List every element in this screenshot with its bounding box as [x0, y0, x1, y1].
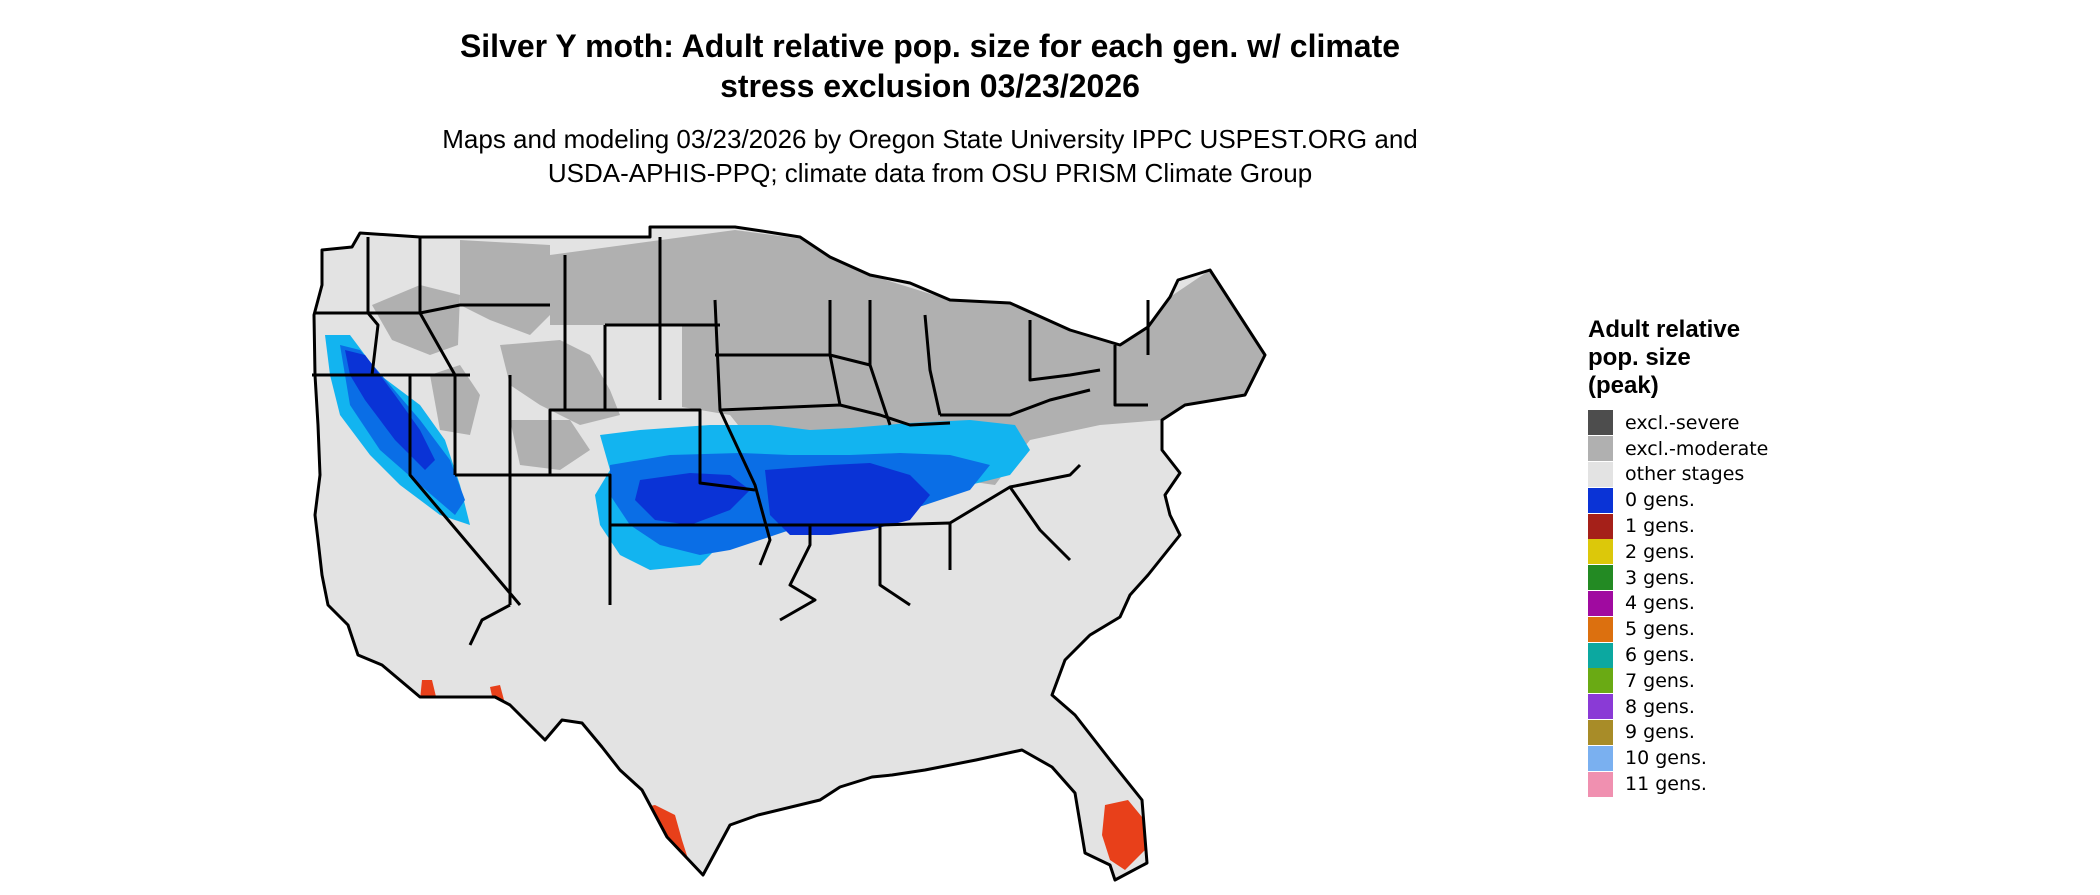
legend-item: 3 gens.: [1588, 565, 1848, 591]
subtitle-line-1: Maps and modeling 03/23/2026 by Oregon S…: [442, 124, 1418, 154]
legend-title-line-1: Adult relative: [1588, 316, 1741, 343]
legend-label: 8 gens.: [1625, 695, 1695, 718]
us-map: [312, 225, 1267, 882]
title-line-2: stress exclusion 03/23/2026: [720, 68, 1140, 104]
legend-label: 11 gens.: [1625, 773, 1707, 796]
legend-item: 4 gens.: [1588, 590, 1848, 617]
legend-swatch: [1588, 436, 1613, 462]
legend-swatch: [1588, 513, 1613, 539]
legend-label: 3 gens.: [1625, 566, 1695, 589]
legend-title-line-3: (peak): [1588, 372, 1659, 399]
map-title: Silver Y moth: Adult relative pop. size …: [370, 26, 1490, 106]
excl-moderate-colorado: [500, 340, 620, 425]
legend-swatch: [1588, 668, 1613, 694]
excl-moderate-northeast-midwest: [550, 230, 1265, 495]
legend-item: other stages: [1588, 461, 1848, 488]
legend-title: Adult relative pop. size (peak): [1588, 316, 1848, 400]
legend-list: excl.-severe excl.-moderate other stages 0 …: [1588, 410, 1848, 797]
legend-swatch: [1588, 642, 1613, 668]
orange-south-florida: [1102, 800, 1145, 870]
legend-swatch: [1588, 590, 1613, 616]
legend-item: 7 gens.: [1588, 668, 1848, 694]
legend-swatch: [1588, 745, 1613, 771]
legend: Adult relative pop. size (peak) excl.-se…: [1588, 316, 1848, 797]
legend-item: 1 gens.: [1588, 513, 1848, 539]
legend-item: 5 gens.: [1588, 616, 1848, 642]
legend-label: 0 gens.: [1625, 489, 1695, 512]
legend-label: 4 gens.: [1625, 592, 1695, 615]
legend-swatch: [1588, 461, 1613, 487]
legend-swatch: [1588, 616, 1613, 642]
legend-title-line-2: pop. size: [1588, 344, 1691, 371]
legend-item: 8 gens.: [1588, 694, 1848, 720]
legend-item: 6 gens.: [1588, 642, 1848, 668]
legend-item: 9 gens.: [1588, 719, 1848, 746]
excl-moderate-rockies-2: [372, 285, 460, 355]
legend-swatch: [1588, 539, 1613, 565]
legend-label: 2 gens.: [1625, 540, 1695, 563]
legend-item: 10 gens.: [1588, 745, 1848, 771]
legend-label: 10 gens.: [1625, 747, 1707, 770]
legend-item: 0 gens.: [1588, 487, 1848, 513]
legend-swatch: [1588, 565, 1613, 591]
state-boundaries: [312, 225, 1267, 882]
legend-label: 9 gens.: [1625, 721, 1695, 744]
legend-item: excl.-severe: [1588, 410, 1848, 436]
deep-blue-gulf-core: [765, 463, 930, 535]
subtitle-line-2: USDA-APHIS-PPQ; climate data from OSU PR…: [547, 158, 1313, 188]
legend-item: 11 gens.: [1588, 771, 1848, 797]
legend-label: 7 gens.: [1625, 669, 1695, 692]
legend-swatch: [1588, 694, 1613, 720]
legend-swatch: [1588, 719, 1613, 745]
title-line-1: Silver Y moth: Adult relative pop. size …: [459, 28, 1401, 64]
legend-swatch: [1588, 487, 1613, 513]
legend-label: excl.-severe: [1625, 411, 1740, 434]
legend-label: excl.-moderate: [1625, 437, 1769, 460]
legend-item: excl.-moderate: [1588, 436, 1848, 462]
legend-label: other stages: [1625, 463, 1745, 486]
legend-swatch: [1588, 771, 1613, 797]
excl-moderate-rockies-1: [460, 240, 550, 335]
deep-blue-california-core: [345, 350, 435, 470]
legend-label: 1 gens.: [1625, 515, 1695, 538]
legend-label: 6 gens.: [1625, 644, 1695, 667]
legend-label: 5 gens.: [1625, 618, 1695, 641]
map-subtitle: Maps and modeling 03/23/2026 by Oregon S…: [370, 122, 1490, 190]
legend-item: 2 gens.: [1588, 539, 1848, 565]
legend-swatch: [1588, 410, 1613, 436]
